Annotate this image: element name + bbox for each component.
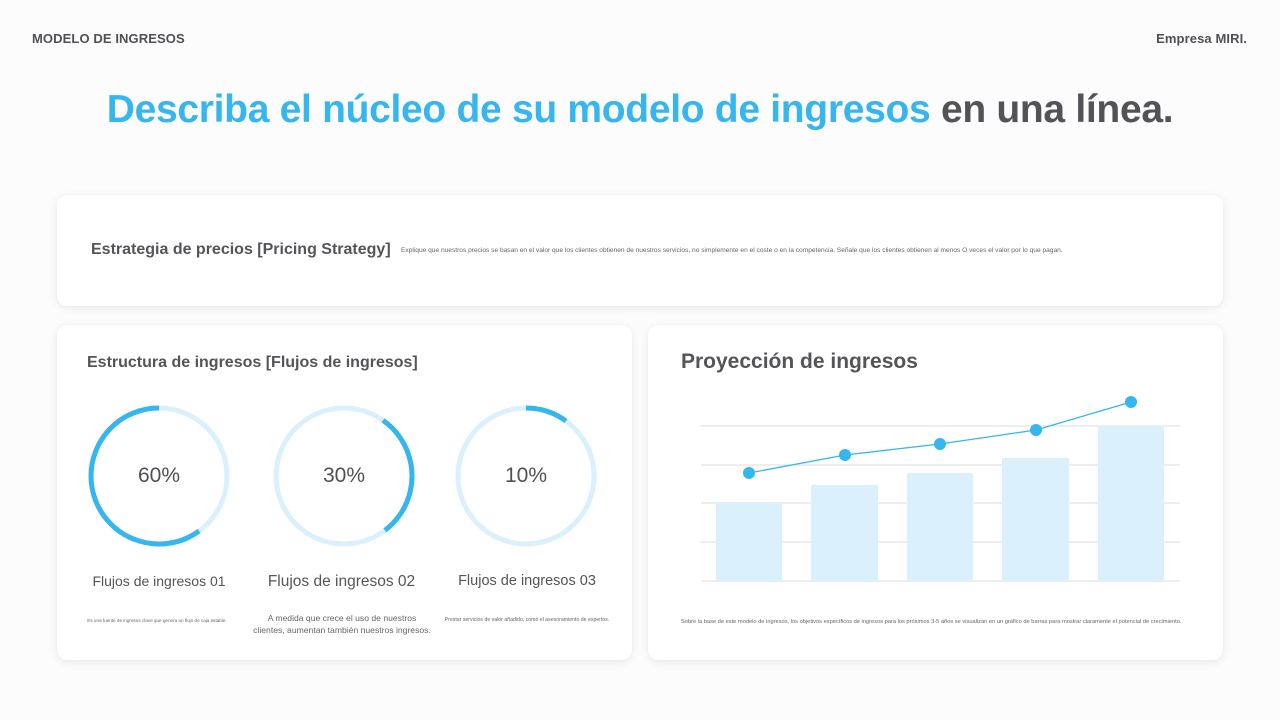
donut-value: 10% xyxy=(504,464,548,487)
donut-chart-stream-2: 30% xyxy=(270,402,418,550)
stream-label-3: Flujos de ingresos 03 xyxy=(458,573,596,589)
bar-3 xyxy=(907,473,973,581)
point-4 xyxy=(1030,424,1042,436)
projection-title: Proyección de ingresos xyxy=(681,350,918,373)
donut-arc xyxy=(455,405,597,547)
donut-ring-icon xyxy=(273,405,415,547)
donut-value: 30% xyxy=(322,464,366,487)
stream-description-3: Prestar servicios de valor añadido, como… xyxy=(444,617,610,623)
chart-trend-points xyxy=(743,396,1137,479)
chart-bars xyxy=(716,426,1164,581)
pricing-title: Estrategia de precios [Pricing Strategy] xyxy=(91,241,391,258)
stream-label-1: Flujos de ingresos 01 xyxy=(92,573,226,589)
stream-label-2: Flujos de ingresos 02 xyxy=(267,573,416,590)
headline-accent: Describa el núcleo de su modelo de ingre… xyxy=(106,88,931,131)
stream-description-2: A medida que crece el uso de nuestros cl… xyxy=(253,613,431,635)
donut-chart-stream-3: 10% xyxy=(452,402,600,550)
point-3 xyxy=(934,438,946,450)
point-5 xyxy=(1125,396,1137,408)
stream-description-1: Es una fuente de ingresos clave que gene… xyxy=(87,618,227,623)
bar-1 xyxy=(716,503,782,581)
projection-note: Sobre la base de este modelo de ingresos… xyxy=(681,619,1182,625)
pricing-strategy-card: Estrategia de precios [Pricing Strategy]… xyxy=(57,195,1223,306)
donut-ring-icon xyxy=(88,405,230,547)
revenue-projection-card: Proyección de ingresos Sobre la bas xyxy=(648,325,1223,660)
bar-4 xyxy=(1002,458,1069,581)
structure-title: Estructura de ingresos [Flujos de ingres… xyxy=(87,354,418,371)
revenue-projection-chart xyxy=(701,396,1180,582)
headline-rest: en una línea. xyxy=(930,88,1174,131)
company-name: Empresa MIRI. xyxy=(1156,31,1247,46)
page-headline: Describa el núcleo de su modelo de ingre… xyxy=(0,88,1280,132)
donut-chart-stream-1: 60% xyxy=(85,402,233,550)
chart-trend-line xyxy=(748,401,1132,474)
bar-5 xyxy=(1098,426,1164,581)
donut-arc xyxy=(273,405,415,547)
section-label: MODELO DE INGRESOS xyxy=(32,31,185,46)
bar-2 xyxy=(811,485,878,581)
donut-ring-icon xyxy=(455,405,597,547)
pricing-description: Explique que nuestros precios se basan e… xyxy=(401,247,1063,254)
donut-value: 60% xyxy=(137,464,181,487)
point-2 xyxy=(839,449,851,461)
revenue-structure-card: Estructura de ingresos [Flujos de ingres… xyxy=(57,325,632,660)
point-1 xyxy=(743,467,755,479)
donut-arc xyxy=(88,405,230,547)
